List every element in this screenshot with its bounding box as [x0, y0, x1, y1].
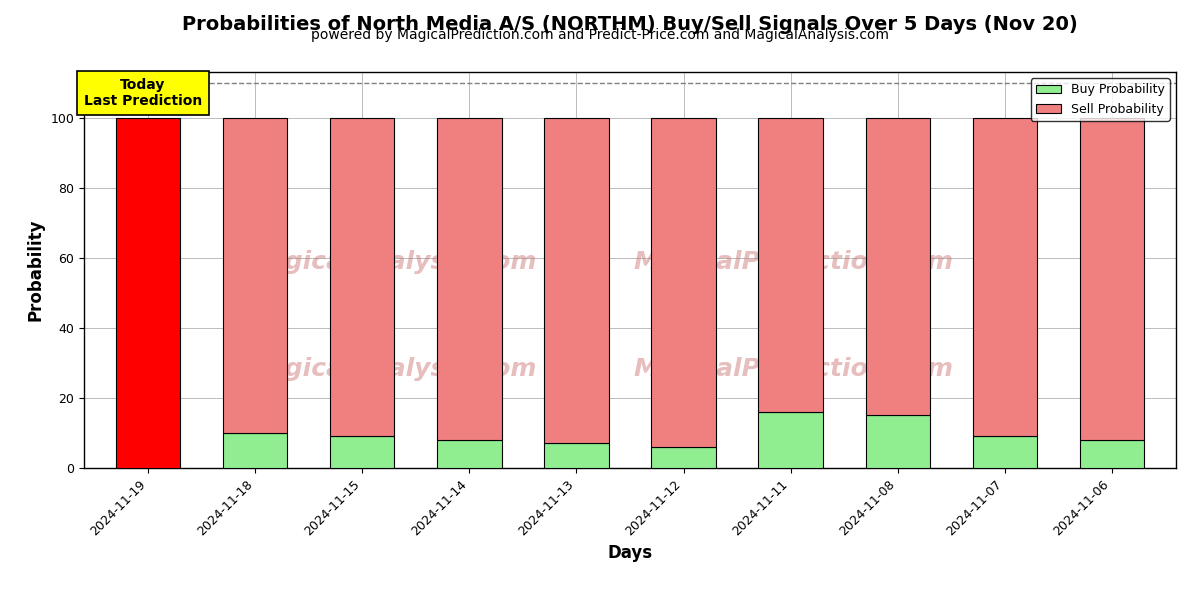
Bar [437, 118, 502, 440]
Bar [865, 415, 930, 468]
Bar [545, 443, 608, 468]
Bar [437, 440, 502, 468]
Bar [758, 412, 823, 468]
Bar [1080, 118, 1144, 440]
Bar [1080, 440, 1144, 468]
Y-axis label: Probability: Probability [26, 219, 44, 321]
Bar [223, 433, 288, 468]
Text: MagicalPrediction.com: MagicalPrediction.com [634, 357, 954, 381]
Bar [116, 118, 180, 468]
Bar [865, 118, 930, 415]
Text: MagicalPrediction.com: MagicalPrediction.com [634, 250, 954, 274]
Text: powered by MagicalPrediction.com and Predict-Price.com and MagicalAnalysis.com: powered by MagicalPrediction.com and Pre… [311, 28, 889, 42]
Text: MagicalAnalysis.com: MagicalAnalysis.com [244, 250, 536, 274]
Bar [223, 118, 288, 433]
Bar [652, 447, 715, 468]
Legend: Buy Probability, Sell Probability: Buy Probability, Sell Probability [1031, 78, 1170, 121]
Bar [758, 118, 823, 412]
X-axis label: Days: Days [607, 544, 653, 562]
Text: Today
Last Prediction: Today Last Prediction [84, 78, 202, 108]
Bar [972, 436, 1037, 468]
Bar [330, 436, 395, 468]
Bar [972, 118, 1037, 436]
Bar [545, 118, 608, 443]
Title: Probabilities of North Media A/S (NORTHM) Buy/Sell Signals Over 5 Days (Nov 20): Probabilities of North Media A/S (NORTHM… [182, 16, 1078, 34]
Text: MagicalAnalysis.com: MagicalAnalysis.com [244, 357, 536, 381]
Bar [652, 118, 715, 447]
Bar [330, 118, 395, 436]
